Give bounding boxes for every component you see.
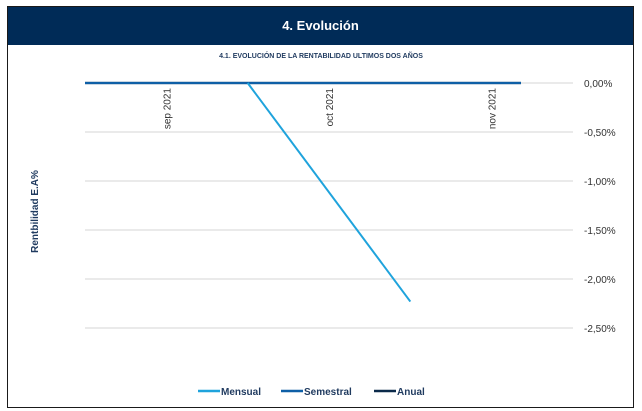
chart-title: 4.1. EVOLUCIÓN DE LA RENTABILIDAD ULTIMO… <box>219 51 423 60</box>
series-lines <box>85 81 521 303</box>
series-line-mensual <box>246 82 412 303</box>
x-tick-label: oct 2021 <box>325 88 336 127</box>
section-header: 4. Evolución <box>8 7 633 45</box>
y-axis-ticks: 0,00% -0,50% -1,00% -1,50% -2,00% -2,50% <box>584 79 616 335</box>
line-chart: 4.1. EVOLUCIÓN DE LA RENTABILIDAD ULTIMO… <box>30 51 616 398</box>
y-axis-label: Rentbilidad E.A% <box>30 170 41 253</box>
y-tick-label: -0,50% <box>584 128 616 139</box>
x-axis-ticks: sep 2021 oct 2021 nov 2021 <box>162 88 498 130</box>
legend-label: Semestral <box>304 387 352 398</box>
y-tick-label: 0,00% <box>584 79 612 90</box>
y-tick-label: -1,00% <box>584 177 616 188</box>
legend: Mensual Semestral Anual <box>198 387 425 398</box>
y-tick-label: -1,50% <box>584 226 616 237</box>
x-tick-label: sep 2021 <box>162 88 173 130</box>
x-tick-label: nov 2021 <box>488 88 499 130</box>
y-tick-label: -2,50% <box>584 324 616 335</box>
report-panel: 4. Evolución 4.1. EVOLUCIÓN DE LA RENTAB… <box>7 6 634 408</box>
legend-label: Anual <box>397 387 425 398</box>
legend-label: Mensual <box>221 387 261 398</box>
y-tick-label: -2,00% <box>584 275 616 286</box>
